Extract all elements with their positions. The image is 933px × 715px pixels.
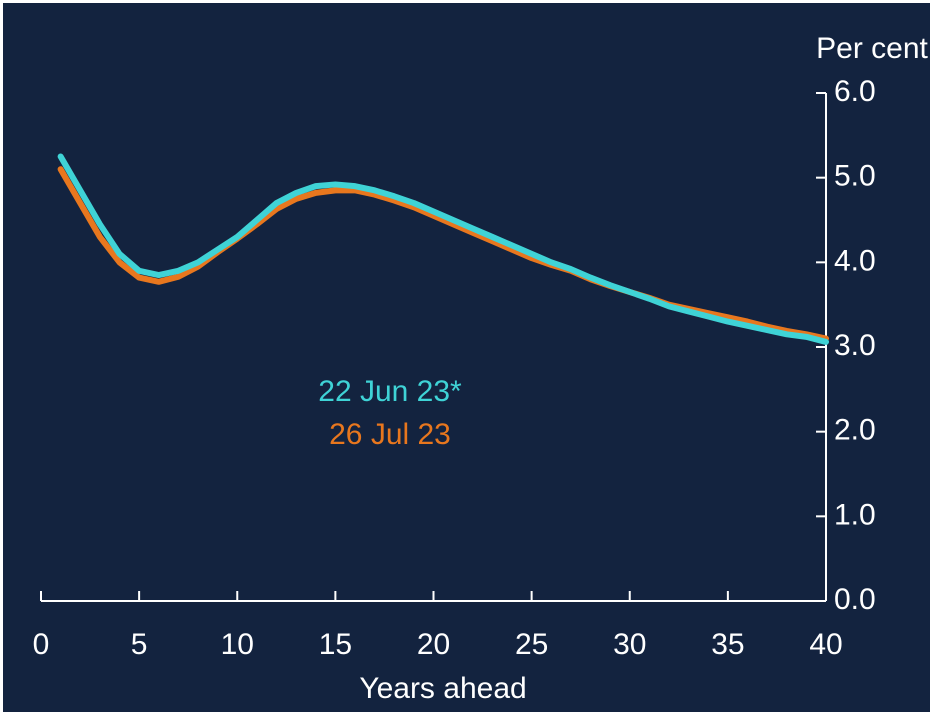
y-tick-label: 0.0: [834, 583, 876, 616]
x-tick-label: 40: [809, 628, 842, 661]
x-tick-label: 0: [33, 628, 50, 661]
y-tick-label: 4.0: [834, 244, 876, 277]
x-tick-label: 30: [613, 628, 646, 661]
y-axis-label: Per cent: [816, 32, 928, 65]
series-line: [57, 153, 829, 345]
y-tick-label: 2.0: [834, 414, 876, 447]
y-tick-label: 3.0: [834, 329, 876, 362]
x-tick-label: 15: [319, 628, 352, 661]
x-tick-label: 25: [515, 628, 548, 661]
legend-label: 26 Jul 23: [329, 418, 451, 451]
chart-background: [3, 3, 930, 712]
x-tick-label: 20: [417, 628, 450, 661]
y-tick-label: 1.0: [834, 498, 876, 531]
y-tick-label: 6.0: [834, 75, 876, 108]
x-axis-label: Years ahead: [359, 672, 526, 705]
x-tick-label: 5: [131, 628, 148, 661]
x-tick-label: 10: [221, 628, 254, 661]
legend-label: 22 Jun 23*: [318, 375, 462, 408]
y-tick-label: 5.0: [834, 160, 876, 193]
x-tick-label: 35: [711, 628, 744, 661]
